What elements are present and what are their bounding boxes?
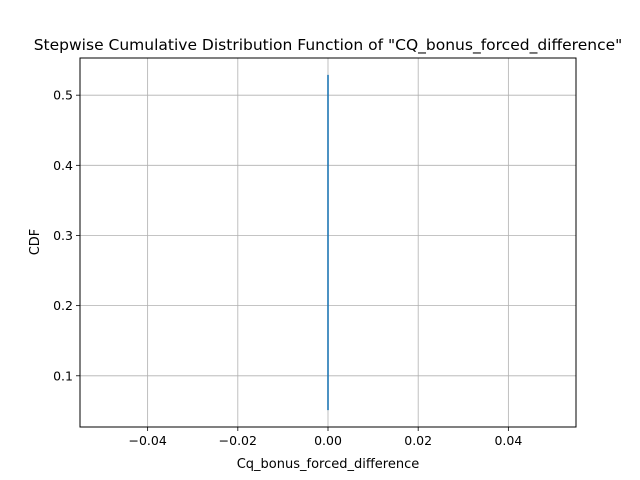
y-tick-label: 0.4 [53, 158, 73, 173]
y-axis-label: CDF [28, 229, 43, 256]
x-tick-label: 0.02 [404, 433, 432, 448]
x-tick-label: 0.00 [314, 433, 342, 448]
x-tick-label: −0.02 [219, 433, 257, 448]
x-axis-label: Cq_bonus_forced_difference [237, 457, 420, 472]
x-tick-label: −0.04 [128, 433, 166, 448]
x-axis-ticks: −0.04 −0.02 0.00 0.02 0.04 [128, 427, 522, 448]
x-tick-label: 0.04 [494, 433, 522, 448]
y-axis-ticks: 0.1 0.2 0.3 0.4 0.5 [53, 88, 80, 383]
y-tick-label: 0.3 [53, 228, 73, 243]
chart-title: Stepwise Cumulative Distribution Functio… [34, 36, 623, 55]
y-tick-label: 0.1 [53, 368, 73, 383]
y-tick-label: 0.5 [53, 88, 73, 103]
y-tick-label: 0.2 [53, 298, 73, 313]
